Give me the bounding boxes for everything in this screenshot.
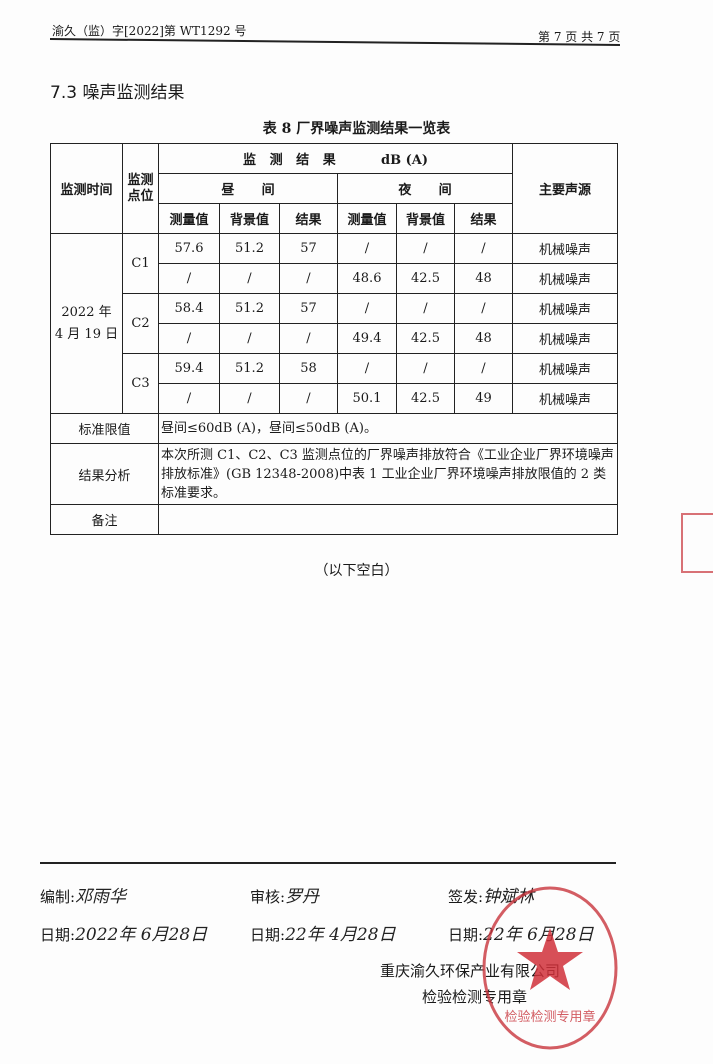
source-cell: 机械噪声 [512,353,618,384]
value-cell: 42.5 [396,263,455,294]
value-cell: / [454,353,513,384]
reviewed-label: 审核: [250,888,286,906]
source-cell: 机械噪声 [512,323,618,354]
header-results: 监 测 结 果 dB (A) [158,143,513,174]
value-cell: 57.6 [158,233,220,264]
value-cell: / [219,383,280,414]
subheader-0: 测量值 [158,203,220,234]
subheader-5: 结果 [454,203,513,234]
header-night: 夜 间 [337,173,513,204]
date-label: 日期: [250,926,286,944]
value-cell: 58 [279,353,338,384]
table-row: / //49.4 42.5 48 机械噪声 [51,323,618,354]
value-cell: / [337,353,397,384]
issued-label: 签发: [448,888,484,906]
notes-label: 备注 [50,504,159,535]
source-cell: 机械噪声 [512,263,618,294]
table-row: / //48.6 42.5 48 机械噪声 [51,263,618,294]
value-cell: / [279,323,338,354]
header-point: 监测点位 [122,143,159,234]
company-name: 重庆渝久环保产业有限公司 [380,962,561,980]
value-cell: / [158,323,220,354]
blank-note: （以下空白） [314,563,399,579]
header-source: 主要声源 [512,143,618,234]
limit-value: 昼间≤60dB (A)，昼间≤50dB (A)。 [158,413,618,444]
value-cell: 48.6 [337,263,397,294]
value-cell: 51.2 [219,233,280,264]
subheader-3: 测量值 [337,203,397,234]
value-cell: 58.4 [158,293,220,324]
value-cell: 49 [454,383,513,414]
value-cell: 57 [279,293,338,324]
limit-label: 标准限值 [50,413,159,444]
issued-signature: 钟斌林 [483,887,535,907]
point-cell: C1 [122,233,159,294]
value-cell: / [279,383,338,414]
reviewed-signature: 罗丹 [285,887,320,907]
point-cell: C3 [122,353,159,414]
page-number: 第 7 页 共 7 页 [538,30,621,44]
reviewed-date: 22年 4月28日 [285,925,396,945]
analysis-value: 本次所测 C1、C2、C3 监测点位的厂界噪声排放符合《工业企业厂界环境噪声排放… [158,443,618,505]
table-row: C2 58.4 51.2 57// / 机械噪声 [51,293,618,354]
value-cell: / [219,263,280,294]
compiled-date: 2022年 6月28日 [75,925,208,945]
value-cell: / [396,293,455,324]
side-seal-stamp [681,513,713,573]
table-row: / //50.1 42.5 49 机械噪声 [51,383,618,414]
notes-value [158,504,618,535]
header-rule [49,38,620,46]
source-cell: 机械噪声 [512,233,618,264]
value-cell: 42.5 [396,323,455,354]
value-cell: / [337,293,397,324]
value-cell: 51.2 [219,353,280,384]
value-cell: 51.2 [219,293,280,324]
company-seal-stamp: 检验检测专用章 [482,886,618,1050]
subheader-1: 背景值 [219,203,280,234]
header-time: 监测时间 [50,143,123,234]
value-cell: / [396,233,455,264]
compiled-label: 编制: [40,888,76,906]
date-cell: 2022 年 4 月 19 日 [50,233,123,414]
subheader-2: 结果 [279,203,338,234]
table-caption: 表 8 厂界噪声监测结果一览表 [262,121,451,137]
source-cell: 机械噪声 [512,293,618,324]
analysis-label: 结果分析 [50,443,159,505]
footer-rule [40,862,616,864]
value-cell: / [279,263,338,294]
value-cell: / [158,383,220,414]
value-cell: / [454,293,513,324]
value-cell: / [219,323,280,354]
source-cell: 机械噪声 [512,383,618,414]
value-cell: / [158,263,220,294]
value-cell: 48 [454,323,513,354]
value-cell: 59.4 [158,353,220,384]
date-label: 日期: [448,926,484,944]
value-cell: / [396,353,455,384]
table-row: 2022 年 4 月 19 日 C1 57.6 51.2 57// / 机械噪声 [50,233,618,414]
section-title: 7.3 噪声监测结果 [50,83,185,103]
company-seal-line: 检验检测专用章 [422,988,528,1006]
value-cell: 48 [454,263,513,294]
date-label: 日期: [40,926,76,944]
value-cell: / [454,233,513,264]
value-cell: 42.5 [396,383,455,414]
point-cell: C2 [122,293,159,354]
compiled-signature: 邓雨华 [75,887,127,907]
value-cell: 50.1 [337,383,397,414]
noise-results-table: 监测时间 监测点位 监 测 结 果 dB (A) 主要声源 昼 间 夜 间 测量… [50,143,618,535]
subheader-4: 背景值 [396,203,455,234]
svg-text:检验检测专用章: 检验检测专用章 [504,1009,595,1025]
issued-date: 22年 6月28日 [483,925,594,945]
header-day: 昼 间 [158,173,338,204]
value-cell: 57 [279,233,338,264]
table-row: C3 59.4 51.2 58// / 机械噪声 [51,353,618,414]
value-cell: / [337,233,397,264]
value-cell: 49.4 [337,323,397,354]
report-number: 渝久（监）字[2022]第 WT1292 号 [52,24,247,38]
